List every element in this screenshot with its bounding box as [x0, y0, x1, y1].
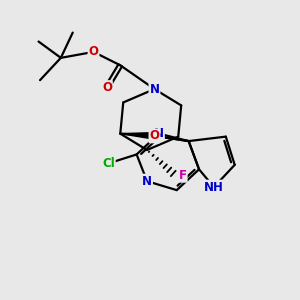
- Text: O: O: [88, 45, 98, 58]
- Polygon shape: [120, 133, 155, 139]
- Text: N: N: [154, 127, 164, 140]
- Text: NH: NH: [204, 181, 224, 194]
- Text: N: N: [149, 82, 160, 96]
- Text: N: N: [142, 175, 152, 188]
- Text: O: O: [149, 129, 160, 142]
- Text: Cl: Cl: [102, 157, 115, 170]
- Text: O: O: [102, 81, 112, 94]
- Text: F: F: [179, 169, 187, 182]
